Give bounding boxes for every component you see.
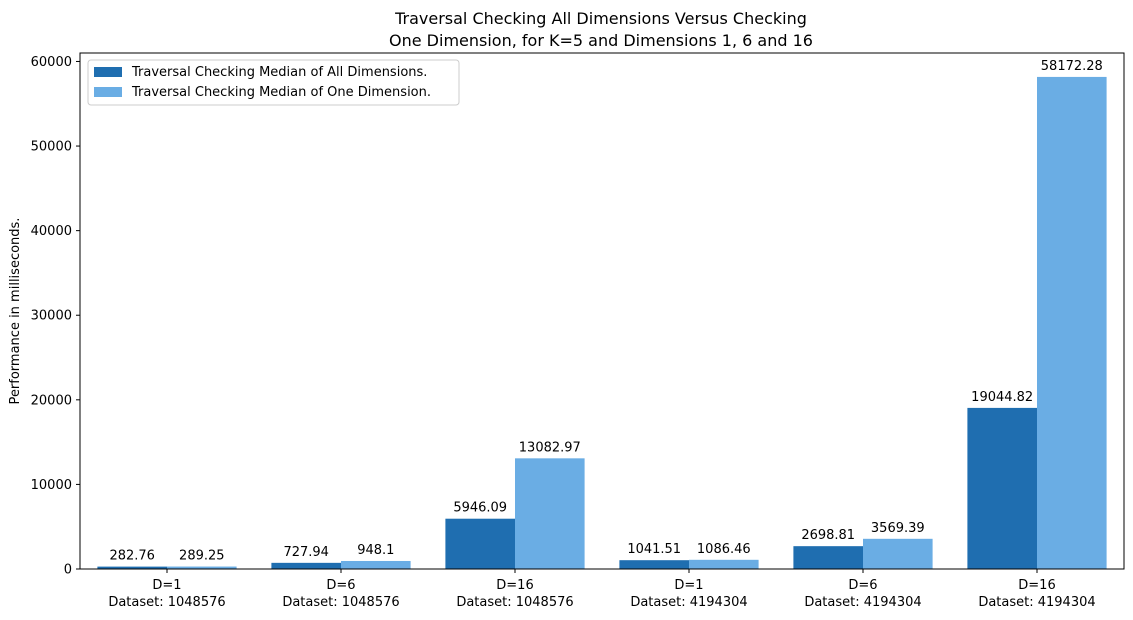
x-tick-label-3-line-0: D=1 — [674, 578, 703, 593]
bar-s1-c1 — [341, 560, 411, 569]
bar-s1-c4 — [863, 538, 933, 569]
x-tick-label-4-line-1: Dataset: 4194304 — [804, 595, 921, 610]
bar-s0-c3 — [619, 560, 689, 569]
bar-s0-c4 — [793, 546, 863, 569]
chart-title-line-2: One Dimension, for K=5 and Dimensions 1,… — [389, 31, 813, 50]
bar-s1-c3 — [689, 559, 759, 569]
y-axis: 0 10000 20000 30000 40000 50000 60000 — [31, 55, 80, 578]
bar-value-label-s0-c2: 5946.09 — [453, 501, 507, 516]
x-tick-label-4-line-0: D=6 — [848, 578, 877, 593]
bar-value-label-s0-c3: 1041.51 — [627, 542, 681, 557]
bar-value-label-s0-c0: 282.76 — [109, 549, 155, 564]
legend-box — [87, 59, 460, 106]
bar-s1-c2 — [515, 458, 585, 569]
legend-label-1: Traversal Checking Median of One Dimensi… — [131, 85, 431, 100]
y-tick-label-6: 60000 — [31, 55, 72, 70]
bar-s1-c0 — [167, 566, 237, 569]
x-tick-label-0-line-1: Dataset: 1048576 — [108, 595, 225, 610]
plot-frame — [79, 52, 1125, 570]
bar-value-label-s1-c1: 948.1 — [357, 543, 394, 558]
bar-value-label-s1-c0: 289.25 — [179, 549, 225, 564]
x-tick-label-1-line-1: Dataset: 1048576 — [282, 595, 399, 610]
x-axis: D=1 Dataset: 1048576 D=6 Dataset: 1048576 D=… — [108, 569, 1096, 610]
chart-title-line-1: Traversal Checking All Dimensions Versus… — [394, 9, 807, 28]
bars-group — [97, 76, 1107, 569]
y-tick-label-1: 10000 — [31, 478, 72, 493]
bar-value-label-s0-c4: 2698.81 — [801, 528, 855, 543]
bar-s1-c5 — [1037, 76, 1107, 569]
bar-value-label-s1-c2: 13082.97 — [519, 440, 581, 455]
y-tick-label-5: 50000 — [31, 140, 72, 155]
x-tick-label-2-line-0: D=16 — [496, 578, 533, 593]
legend-swatch-1 — [94, 87, 122, 97]
x-tick-label-0-line-0: D=1 — [152, 578, 181, 593]
bar-s0-c1 — [271, 562, 341, 569]
y-tick-label-2: 20000 — [31, 393, 72, 408]
bar-s0-c0 — [97, 566, 167, 569]
bar-s0-c2 — [445, 518, 515, 569]
bar-value-label-s0-c5: 19044.82 — [971, 390, 1033, 405]
bar-value-label-s1-c3: 1086.46 — [697, 542, 751, 557]
y-axis-label: Performance in milliseconds. — [8, 218, 23, 405]
bar-value-label-s1-c5: 58172.28 — [1041, 59, 1103, 74]
y-tick-label-0: 0 — [64, 563, 72, 578]
x-tick-label-2-line-1: Dataset: 1048576 — [456, 595, 573, 610]
y-tick-label-4: 40000 — [31, 224, 72, 239]
x-tick-label-5-line-1: Dataset: 4194304 — [978, 595, 1095, 610]
bar-value-label-s1-c4: 3569.39 — [871, 521, 925, 536]
bar-value-label-s0-c1: 727.94 — [283, 545, 329, 560]
x-tick-label-1-line-0: D=6 — [326, 578, 355, 593]
legend: Traversal Checking Median of All Dimensi… — [87, 59, 460, 106]
y-tick-label-3: 30000 — [31, 309, 72, 324]
x-tick-label-3-line-1: Dataset: 4194304 — [630, 595, 747, 610]
legend-swatch-0 — [94, 67, 122, 77]
x-tick-label-5-line-0: D=16 — [1018, 578, 1055, 593]
legend-label-0: Traversal Checking Median of All Dimensi… — [131, 65, 427, 80]
bar-labels-group: 282.76 289.25 727.94 948.1 5946.09 13082.97 10… — [109, 59, 1102, 564]
bar-s0-c5 — [967, 407, 1037, 569]
